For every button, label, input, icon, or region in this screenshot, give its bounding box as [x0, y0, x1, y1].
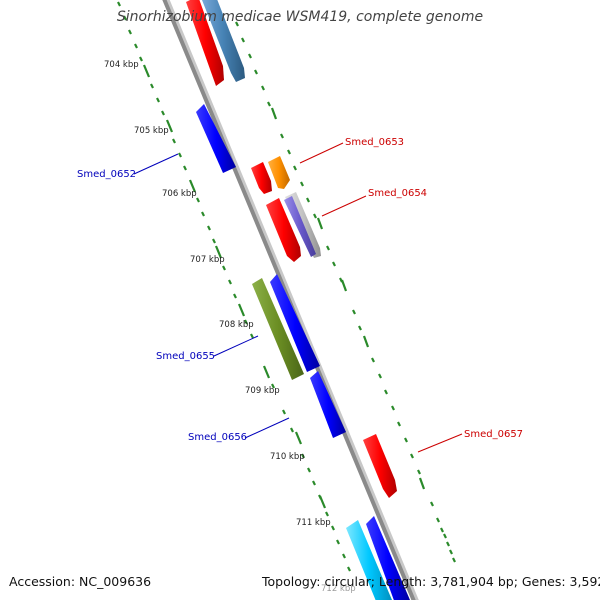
major-tick — [188, 179, 197, 193]
major-tick — [165, 119, 174, 133]
scale-label-705: 705 kbp — [134, 126, 169, 136]
gene-smed-0654-a — [266, 198, 301, 262]
major-tick — [237, 303, 246, 317]
gene-label-leaders — [133, 142, 463, 453]
topology-text: Topology: circular; Length: 3,781,904 bp… — [262, 574, 600, 589]
major-tick — [340, 279, 348, 292]
gene-smed-0657 — [363, 434, 397, 498]
gene-label-smed-0654: Smed_0654 — [368, 188, 427, 199]
scale-labels: 704 kbp 705 kbp 706 kbp 707 kbp 708 kbp … — [104, 60, 356, 594]
inner-tick-ring — [117, 1, 351, 572]
gene-smed-0652 — [196, 104, 236, 173]
gene-label-smed-0657: Smed_0657 — [464, 429, 523, 440]
gene-label-smed-0656: Smed_0656 — [188, 432, 247, 443]
gene-smed-0653-a — [251, 162, 272, 194]
scale-label-712: 712 kbp — [321, 584, 356, 594]
gene-smed-0654-b — [284, 196, 316, 257]
forward-strand-genes — [186, 0, 397, 498]
gene-cyan-bottom — [346, 520, 392, 600]
scale-label-711: 711 kbp — [296, 518, 331, 528]
gene-smed-0656 — [310, 371, 346, 438]
gene-label-smed-0652: Smed_0652 — [77, 169, 136, 180]
reverse-strand-genes — [196, 104, 410, 600]
major-tick — [214, 245, 223, 259]
major-tick — [294, 431, 303, 445]
major-tick — [418, 477, 426, 490]
major-tick — [362, 335, 370, 348]
scale-label-708: 708 kbp — [219, 320, 254, 330]
major-tick — [318, 495, 327, 509]
gene-label-smed-0655: Smed_0655 — [156, 351, 215, 362]
genome-backbone — [162, 0, 419, 600]
gene-smed-0655-a — [252, 278, 304, 380]
major-tick — [142, 64, 151, 78]
gene-feature-steel-top — [202, 0, 245, 82]
outer-tick-ring — [235, 21, 456, 563]
gene-label-smed-0653: Smed_0653 — [345, 137, 404, 148]
scale-label-709: 709 kbp — [245, 386, 280, 396]
major-tick — [270, 107, 278, 120]
scale-label-706: 706 kbp — [162, 189, 197, 199]
major-tick — [316, 217, 324, 230]
gene-blue-bottom — [366, 516, 410, 600]
scale-label-707: 707 kbp — [190, 255, 225, 265]
map-title: Sinorhizobium medicae WSM419, complete g… — [116, 9, 484, 25]
scale-label-710: 710 kbp — [270, 452, 305, 462]
scale-label-704: 704 kbp — [104, 60, 139, 70]
gene-smed-0655-b — [270, 274, 320, 372]
major-tick — [262, 365, 271, 379]
accession-text: Accession: NC_009636 — [9, 574, 152, 589]
gene-smed-0653-b — [268, 156, 290, 189]
gene-labels: Smed_0652 Smed_0653 Smed_0654 Smed_0655 … — [77, 137, 523, 443]
gene-feature-red-top — [186, 0, 224, 86]
